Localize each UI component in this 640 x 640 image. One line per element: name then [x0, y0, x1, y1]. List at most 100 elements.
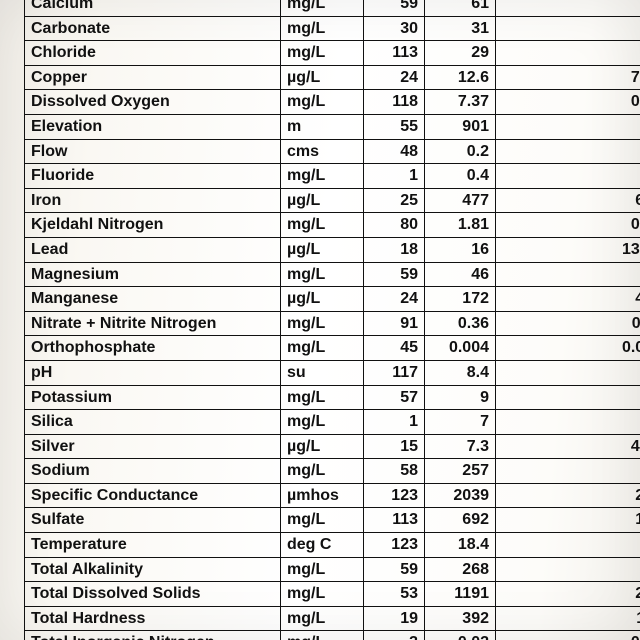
cell-unit: mg/L — [281, 508, 364, 533]
cell-n: 48 — [364, 139, 425, 164]
cell-v1: 7.37 — [425, 90, 496, 115]
cell-unit: µg/L — [281, 287, 364, 312]
cell-param: Carbonate — [25, 16, 281, 41]
cell-n: 30 — [364, 16, 425, 41]
cell-param: Specific Conductance — [25, 483, 281, 508]
cell-unit: mg/L — [281, 41, 364, 66]
cell-param: Sodium — [25, 459, 281, 484]
cell-param: Magnesium — [25, 262, 281, 287]
cell-unit: mg/L — [281, 311, 364, 336]
cell-param: Potassium — [25, 385, 281, 410]
cell-unit: µg/L — [281, 65, 364, 90]
cell-n: 57 — [364, 385, 425, 410]
cell-n: 24 — [364, 65, 425, 90]
cell-v1: 0.02 — [425, 631, 496, 640]
cell-unit: mg/L — [281, 0, 364, 16]
cell-v2: 0.2 — [496, 139, 640, 164]
cell-v1: 0.004 — [425, 336, 496, 361]
cell-v1: 901 — [425, 114, 496, 139]
cell-unit: mg/L — [281, 606, 364, 631]
cell-n: 25 — [364, 188, 425, 213]
cell-unit: mg/L — [281, 631, 364, 640]
cell-param: Lead — [25, 237, 281, 262]
data-table: Calciummg/L596115Carbonatemg/L30316Chlor… — [24, 0, 640, 640]
cell-v1: 61 — [425, 0, 496, 16]
table-row: Chloridemg/L113295 — [25, 41, 640, 66]
cell-n: 19 — [364, 606, 425, 631]
cell-v2 — [496, 410, 640, 435]
cell-n: 1 — [364, 410, 425, 435]
cell-unit: µg/L — [281, 237, 364, 262]
cell-v1: 0.4 — [425, 164, 496, 189]
cell-n: 113 — [364, 508, 425, 533]
cell-param: Temperature — [25, 533, 281, 558]
table-row: Copperµg/L2412.673.7 — [25, 65, 640, 90]
cell-v1: 0.2 — [425, 139, 496, 164]
cell-unit: µg/L — [281, 188, 364, 213]
cell-n: 45 — [364, 336, 425, 361]
cell-v2: 259 — [496, 483, 640, 508]
table-row: Kjeldahl Nitrogenmg/L801.810.75 — [25, 213, 640, 238]
table-row: pHsu1178.40.1 — [25, 360, 640, 385]
cell-v2: 48.7 — [496, 434, 640, 459]
cell-v1: 0.36 — [425, 311, 496, 336]
cell-v1: 477 — [425, 188, 496, 213]
table-row: Manganeseµg/L24172442 — [25, 287, 640, 312]
cell-v1: 7 — [425, 410, 496, 435]
cell-n: 113 — [364, 41, 425, 66]
table-row: Elevationm5590169 — [25, 114, 640, 139]
cell-param: Kjeldahl Nitrogen — [25, 213, 281, 238]
cell-v2 — [496, 164, 640, 189]
cell-param: Sulfate — [25, 508, 281, 533]
cell-param: Dissolved Oxygen — [25, 90, 281, 115]
cell-n: 123 — [364, 483, 425, 508]
cell-unit: mg/L — [281, 336, 364, 361]
cell-n: 58 — [364, 459, 425, 484]
cell-unit: µmhos — [281, 483, 364, 508]
cell-param: pH — [25, 360, 281, 385]
cell-v2: 61 — [496, 459, 640, 484]
cell-unit: su — [281, 360, 364, 385]
cell-n: 59 — [364, 262, 425, 287]
table-row: Flowcms480.20.2 — [25, 139, 640, 164]
cell-v2: 0.11 — [496, 311, 640, 336]
cell-v2: 2 — [496, 385, 640, 410]
table-row: Total Dissolved Solidsmg/L531191259 — [25, 582, 640, 607]
cell-param: Total Hardness — [25, 606, 281, 631]
cell-n: 24 — [364, 287, 425, 312]
cell-v2: 0.52 — [496, 90, 640, 115]
cell-n: 59 — [364, 557, 425, 582]
cell-v1: 7.3 — [425, 434, 496, 459]
cell-unit: mg/L — [281, 164, 364, 189]
cell-v1: 31 — [425, 16, 496, 41]
cell-v1: 46 — [425, 262, 496, 287]
table-row: Specific Conductanceµmhos1232039259 — [25, 483, 640, 508]
cell-unit: mg/L — [281, 459, 364, 484]
table-row: Sulfatemg/L113692121 — [25, 508, 640, 533]
cell-v1: 1.81 — [425, 213, 496, 238]
cell-param: Total Dissolved Solids — [25, 582, 281, 607]
table-row: Leadµg/L1816131.9 — [25, 237, 640, 262]
cell-n: 15 — [364, 434, 425, 459]
cell-unit: mg/L — [281, 213, 364, 238]
cell-param: Iron — [25, 188, 281, 213]
cell-v1: 257 — [425, 459, 496, 484]
cell-n: 1 — [364, 164, 425, 189]
cell-param: Total Alkalinity — [25, 557, 281, 582]
cell-v2: 69 — [496, 114, 640, 139]
table-row: Calciummg/L596115 — [25, 0, 640, 16]
cell-param: Orthophosphate — [25, 336, 281, 361]
cell-v1: 2039 — [425, 483, 496, 508]
table-row: Ironµg/L25477602 — [25, 188, 640, 213]
table-row: Nitrate + Nitrite Nitrogenmg/L910.360.11 — [25, 311, 640, 336]
cell-param: Calcium — [25, 0, 281, 16]
cell-v2: 0.1 — [496, 360, 640, 385]
table-row: Total Inorganic Nitrogenmg/L30.020.01 — [25, 631, 640, 640]
cell-v1: 16 — [425, 237, 496, 262]
cell-n: 18 — [364, 237, 425, 262]
cell-n: 3 — [364, 631, 425, 640]
cell-param: Nitrate + Nitrite Nitrogen — [25, 311, 281, 336]
cell-v2: 0.001 — [496, 336, 640, 361]
cell-param: Copper — [25, 65, 281, 90]
table-row: Total Alkalinitymg/L5926839 — [25, 557, 640, 582]
